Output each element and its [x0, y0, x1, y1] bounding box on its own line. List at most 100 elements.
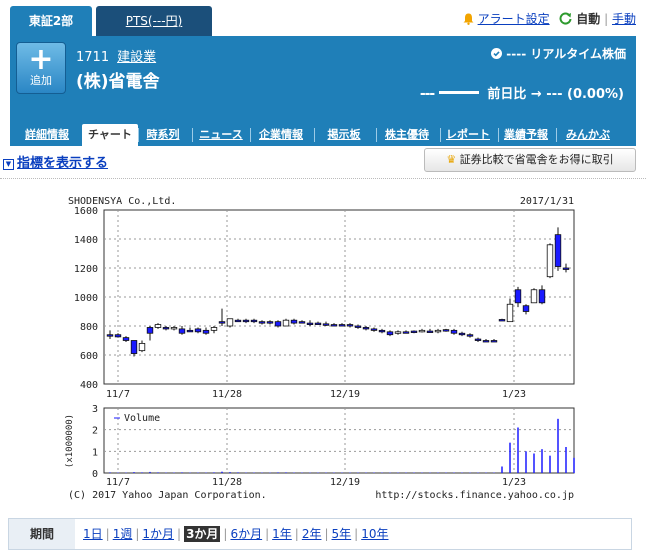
candle-body: [178, 328, 186, 334]
candle-body: [298, 321, 306, 324]
top-links: アラート設定 自動 | 手動: [463, 10, 636, 27]
volume-tick-label: 0: [92, 469, 98, 480]
period-link-1[interactable]: 1日: [83, 527, 103, 541]
subtab-5[interactable]: 企業情報: [259, 128, 303, 141]
candle-body: [346, 324, 354, 327]
candle-body: [490, 340, 498, 343]
candle-body: [434, 329, 442, 333]
subtab-2[interactable]: チャート: [82, 124, 138, 146]
candle-body: [138, 342, 146, 352]
source-url: http://stocks.finance.yahoo.co.jp: [375, 490, 574, 501]
period-selector: 期間 1日 | 1週 | 1か月 | 3か月 | 6か月 | 1年 | 2年 | 5年 | 10年: [8, 518, 632, 550]
price-tick-label: 600: [80, 351, 98, 362]
x-tick-label: 1/23: [502, 477, 526, 488]
x-tick-label: 12/19: [330, 389, 360, 400]
period-link-3[interactable]: 1か月: [142, 527, 175, 541]
stock-code: 1711: [76, 50, 110, 65]
subtab-6[interactable]: 掲示板: [327, 128, 361, 141]
period-link-6[interactable]: 1年: [272, 527, 292, 541]
period-link-5[interactable]: 6か月: [230, 527, 263, 541]
x-tick-label: 11/28: [212, 389, 242, 400]
volume-plot-area: [103, 407, 575, 474]
candle-body: [426, 330, 434, 333]
volume-legend-text: Volume: [124, 413, 160, 424]
period-label: 期間: [9, 519, 75, 549]
period-links: 1日 | 1週 | 1か月 | 3か月 | 6か月 | 1年 | 2年 | 5年 | 10年: [83, 519, 389, 549]
subtab-9[interactable]: 業績予報: [504, 128, 548, 141]
subtab-separator: [498, 128, 499, 142]
candle-body: [402, 331, 410, 334]
alert-settings-link[interactable]: アラート設定: [477, 12, 550, 26]
period-link-2[interactable]: 1週: [112, 527, 133, 541]
subtab-10[interactable]: みんかぶ: [566, 128, 610, 141]
chart-date-label: 2017/1/31: [520, 196, 574, 207]
subtab-separator: [250, 128, 251, 142]
period-separator: |: [265, 527, 270, 541]
candle-body: [258, 321, 266, 324]
candle-body: [290, 319, 298, 324]
tab-pts[interactable]: PTS(---円): [96, 6, 212, 36]
change-value: --- (0.00%): [546, 87, 624, 102]
period-link-7[interactable]: 2年: [301, 527, 322, 541]
candle-body: [170, 327, 178, 330]
candle-body: [482, 340, 490, 343]
candle-body: [330, 324, 338, 327]
candle-body: [242, 319, 250, 323]
arrow-icon: →: [530, 87, 542, 102]
price-tick-label: 1400: [74, 235, 98, 246]
tab-tse2[interactable]: 東証2部: [10, 6, 92, 36]
add-portfolio-button[interactable]: + 追加: [16, 42, 66, 94]
candle-body: [410, 330, 418, 333]
candle-body: [114, 334, 122, 338]
x-tick-label: 11/7: [106, 389, 130, 400]
candle-body: [506, 303, 514, 323]
auto-label[interactable]: 自動: [576, 12, 601, 26]
candle-body: [386, 331, 394, 336]
candle-body: [514, 289, 522, 304]
price-dash: [438, 91, 479, 94]
period-separator: |: [223, 527, 228, 541]
subtab-7[interactable]: 株主優待: [385, 128, 429, 141]
industry-link[interactable]: 建設業: [117, 50, 157, 65]
candle-body: [538, 289, 546, 304]
current-price: ---: [419, 86, 435, 102]
candle-body: [546, 244, 554, 278]
volume-tick-label: 2: [92, 426, 98, 437]
candle-body: [282, 319, 290, 327]
candle-body: [458, 332, 466, 336]
period-separator: |: [354, 527, 359, 541]
candle-body: [250, 319, 258, 323]
candle-body: [122, 337, 130, 341]
candle-body: [562, 267, 570, 270]
period-link-9[interactable]: 10年: [361, 527, 389, 541]
x-tick-label: 1/23: [502, 389, 526, 400]
subtab-1[interactable]: 詳細情報: [25, 128, 69, 141]
period-link-4[interactable]: 3か月: [184, 526, 221, 542]
candle-body: [378, 329, 386, 333]
price-tick-label: 1200: [74, 264, 98, 275]
candle-body: [418, 329, 426, 333]
candle-body: [186, 329, 194, 333]
period-separator: |: [324, 527, 329, 541]
candle-body: [162, 327, 170, 330]
candle-body: [530, 289, 538, 304]
subtab-separator: [192, 128, 193, 142]
expand-icon: ▼: [3, 159, 14, 170]
candle-body: [106, 334, 114, 337]
candle-body: [370, 328, 378, 331]
sub-navigation: 詳細情報 チャート 時系列 ニュース 企業情報 掲示板 株主優待 レポート 業績予報 みんかぶ: [10, 120, 636, 146]
candle-body: [154, 324, 162, 328]
period-link-8[interactable]: 5年: [331, 527, 352, 541]
price-tick-label: 800: [80, 322, 98, 333]
volume-tick-label: 3: [92, 404, 98, 415]
candle-body: [362, 327, 370, 330]
broker-compare-button[interactable]: ♛ 証券比較で省電舎をお得に取引: [424, 148, 636, 172]
show-indicators-link[interactable]: ▼ 指標を表示する: [3, 152, 108, 171]
candle-body: [210, 327, 218, 331]
manual-link[interactable]: 手動: [611, 12, 636, 26]
subtab-8[interactable]: レポート: [446, 128, 490, 141]
divider: [0, 178, 646, 179]
subtab-3[interactable]: 時系列: [146, 128, 180, 141]
subtab-4[interactable]: ニュース: [199, 128, 243, 141]
candle-body: [314, 322, 322, 326]
